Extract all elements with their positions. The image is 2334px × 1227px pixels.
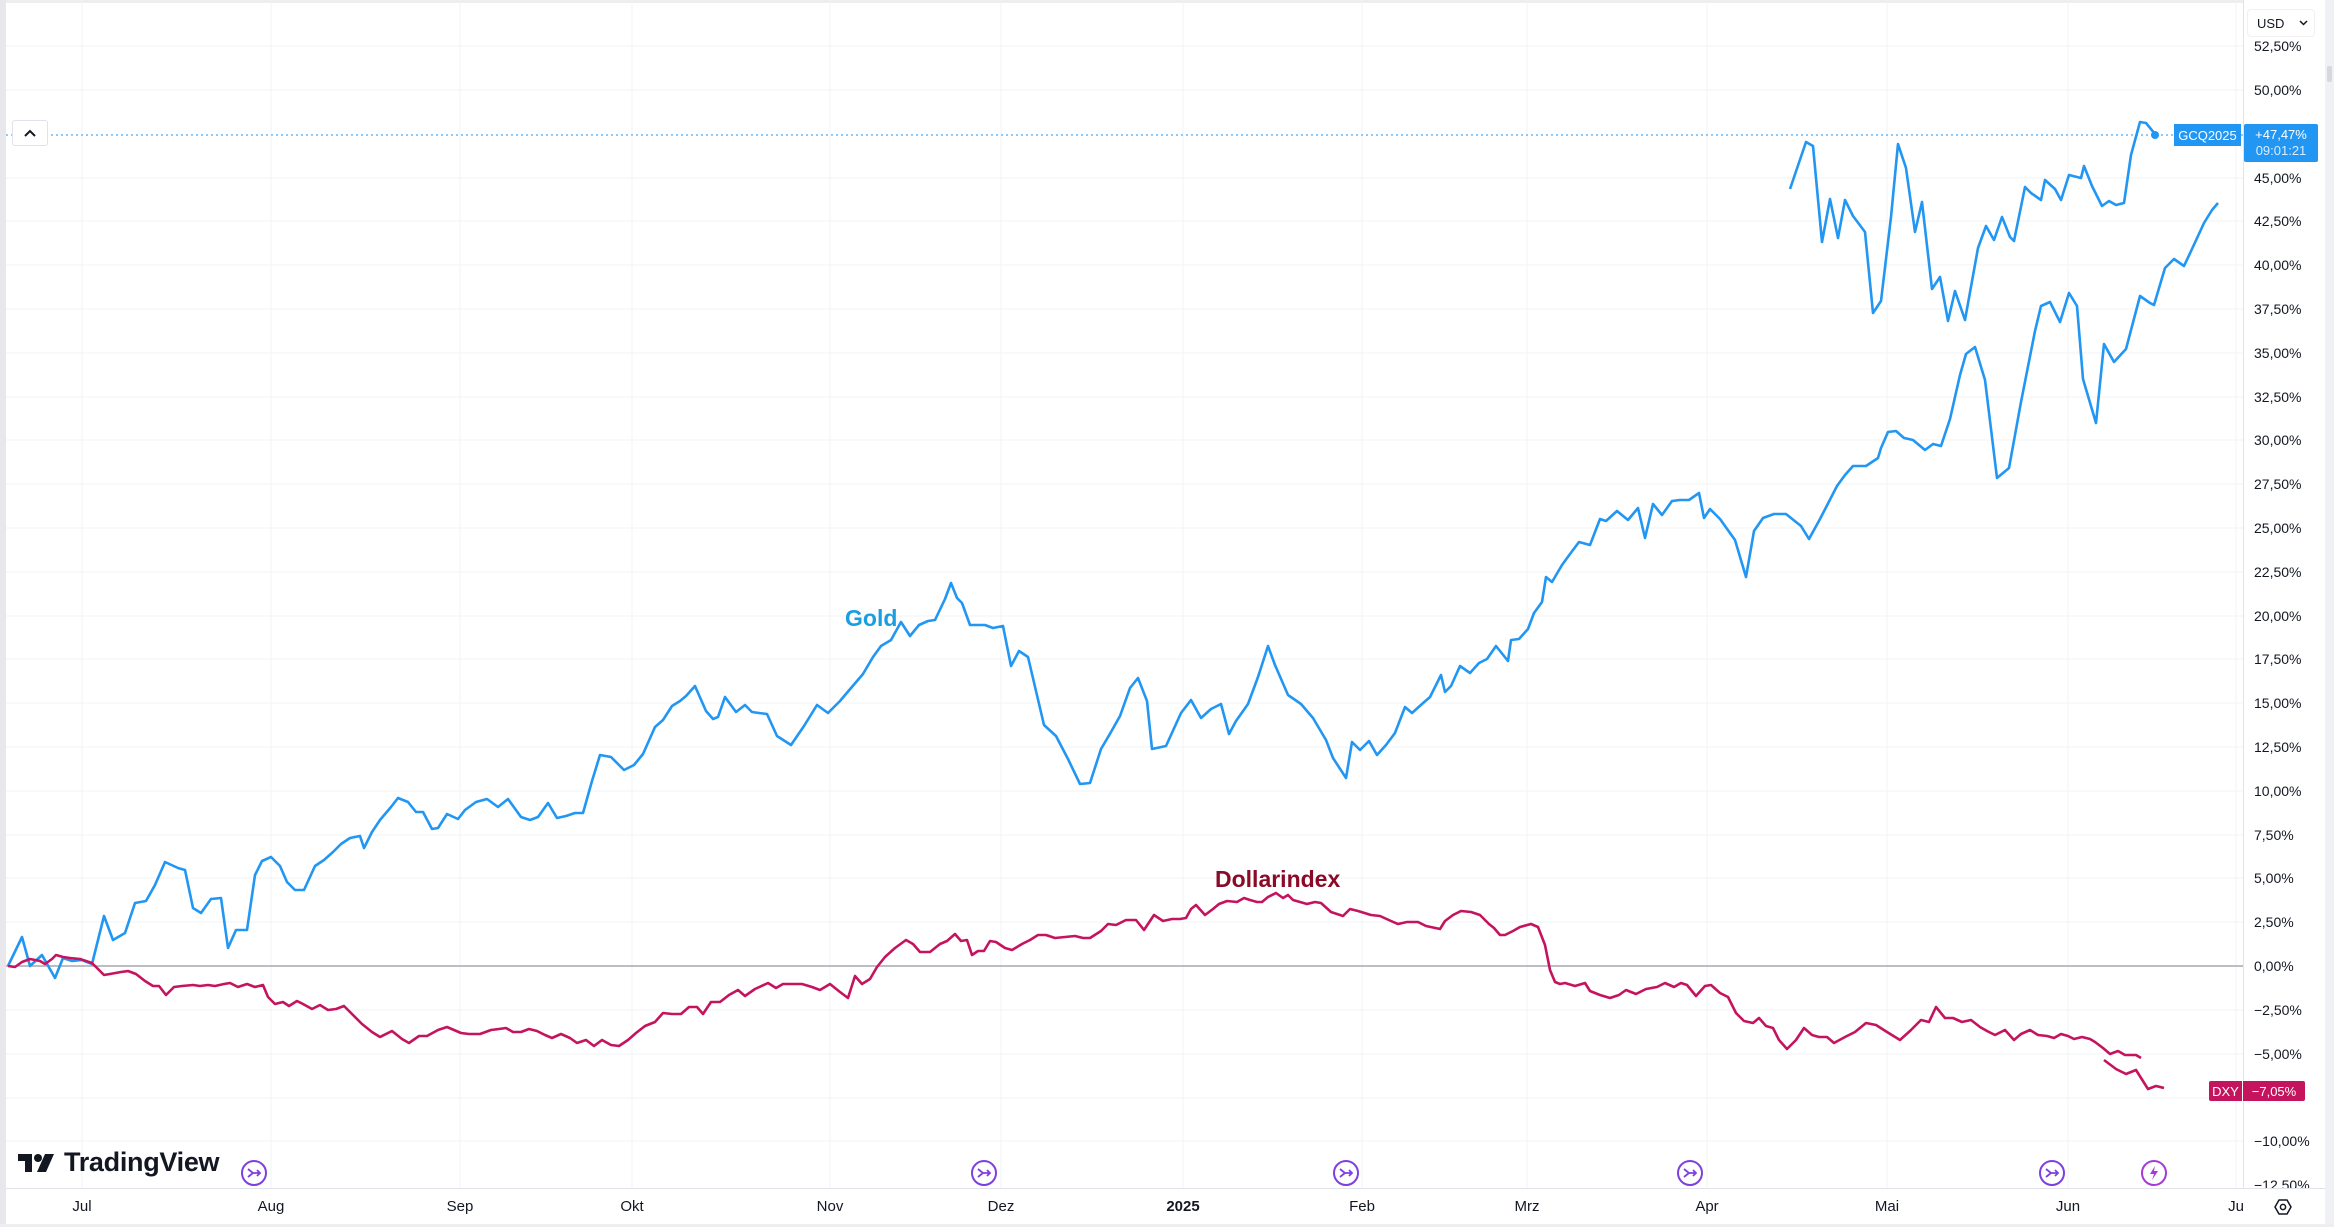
- dxy-symbol-tag: DXY: [2209, 1081, 2242, 1101]
- time-label: Okt: [620, 1198, 644, 1215]
- tradingview-logo[interactable]: TradingView: [18, 1147, 220, 1178]
- event-marker-dez[interactable]: [971, 1160, 997, 1186]
- split-arrow-icon: [1683, 1168, 1697, 1178]
- tradingview-logo-icon: [18, 1153, 54, 1172]
- split-arrow-icon: [977, 1168, 991, 1178]
- time-label: Nov: [816, 1198, 844, 1215]
- dollarindex-line: [7, 891, 2142, 1060]
- bar-countdown: 09:01:21: [2255, 143, 2307, 158]
- price-label: 50,00%: [2254, 82, 2302, 98]
- price-axis[interactable]: 52,50% 50,00% 45,00% 42,50% 40,00% 37,50…: [2243, 0, 2326, 1193]
- event-marker-feb[interactable]: [1333, 1160, 1359, 1186]
- time-axis[interactable]: Jul Aug Sep Okt Nov Dez 2025 Feb Mrz Apr…: [6, 1188, 2325, 1225]
- lightning-icon: [2150, 1166, 2158, 1180]
- top-border: [0, 0, 2334, 3]
- price-label: 32,50%: [2254, 389, 2302, 405]
- vertical-grid: [81, 0, 2237, 1188]
- left-border: [0, 0, 6, 1227]
- gold-annotation: Gold: [845, 605, 898, 631]
- dollarindex-annotation: Dollarindex: [1215, 866, 1341, 892]
- time-label: Jun: [2055, 1198, 2081, 1215]
- gold-last-point: [2151, 131, 2159, 139]
- price-label: 52,50%: [2254, 38, 2302, 54]
- chevron-up-icon: [24, 129, 36, 137]
- time-label: Sep: [446, 1198, 474, 1215]
- event-marker-lightning[interactable]: [2141, 1160, 2167, 1186]
- dxy-value-tag: −7,05%: [2243, 1081, 2305, 1101]
- price-label: 25,00%: [2254, 520, 2302, 536]
- currency-selector[interactable]: USD: [2247, 9, 2315, 37]
- time-label: Ju: [2228, 1198, 2244, 1215]
- event-marker-jun[interactable]: [2039, 1160, 2065, 1186]
- price-label: 27,50%: [2254, 476, 2302, 492]
- event-marker-apr[interactable]: [1677, 1160, 1703, 1186]
- gold-last-value: +47,47%: [2255, 127, 2307, 142]
- split-arrow-icon: [1339, 1168, 1353, 1178]
- time-label: Mai: [1874, 1198, 1900, 1215]
- price-label: −5,00%: [2254, 1046, 2302, 1062]
- time-label: Feb: [1349, 1198, 1375, 1215]
- price-label: 17,50%: [2254, 651, 2302, 667]
- gold-line-recent: [1788, 120, 2157, 323]
- time-label: Apr: [1695, 1198, 1719, 1215]
- price-label: 15,00%: [2254, 695, 2302, 711]
- price-label: 12,50%: [2254, 739, 2302, 755]
- time-label: Aug: [257, 1198, 285, 1215]
- price-label: 45,00%: [2254, 170, 2302, 186]
- price-label: 0,00%: [2254, 958, 2294, 974]
- brand-name: TradingView: [64, 1147, 220, 1177]
- gear-icon: [2274, 1199, 2292, 1215]
- collapse-button[interactable]: [12, 120, 48, 146]
- split-arrow-icon: [247, 1168, 261, 1178]
- chart-canvas[interactable]: [0, 0, 2243, 1188]
- horizontal-grid: [6, 45, 2243, 1142]
- right-scrollbar[interactable]: [2325, 0, 2334, 1227]
- axis-settings-button[interactable]: [2272, 1196, 2294, 1218]
- dollarindex-line-end: [2103, 1058, 2165, 1091]
- split-arrow-icon: [2045, 1168, 2059, 1178]
- price-label: 37,50%: [2254, 301, 2302, 317]
- gold-line: [6, 202, 2219, 980]
- chevron-down-icon: [2299, 20, 2308, 26]
- event-marker-aug[interactable]: [241, 1160, 267, 1186]
- time-label: Mrz: [1514, 1198, 1540, 1215]
- price-label: 30,00%: [2254, 432, 2302, 448]
- price-label: 42,50%: [2254, 213, 2302, 229]
- gold-value-tag: +47,47% 09:01:21: [2244, 124, 2318, 162]
- price-label: 22,50%: [2254, 564, 2302, 580]
- price-label: 7,50%: [2254, 827, 2294, 843]
- time-label-year: 2025: [1166, 1198, 1200, 1215]
- time-label: Dez: [987, 1198, 1015, 1215]
- price-label: 2,50%: [2254, 914, 2294, 930]
- price-label: 40,00%: [2254, 257, 2302, 273]
- scrollbar-thumb[interactable]: [2327, 66, 2332, 82]
- gold-symbol-tag: GCQ2025: [2174, 124, 2241, 146]
- currency-value: USD: [2257, 15, 2285, 31]
- price-label: 20,00%: [2254, 608, 2302, 624]
- price-label: −10,00%: [2254, 1133, 2310, 1149]
- time-label: Jul: [72, 1198, 92, 1215]
- price-label: −2,50%: [2254, 1002, 2302, 1018]
- price-label: 10,00%: [2254, 783, 2302, 799]
- price-label: 5,00%: [2254, 870, 2294, 886]
- bottom-border: [0, 1224, 2334, 1227]
- price-label: 35,00%: [2254, 345, 2302, 361]
